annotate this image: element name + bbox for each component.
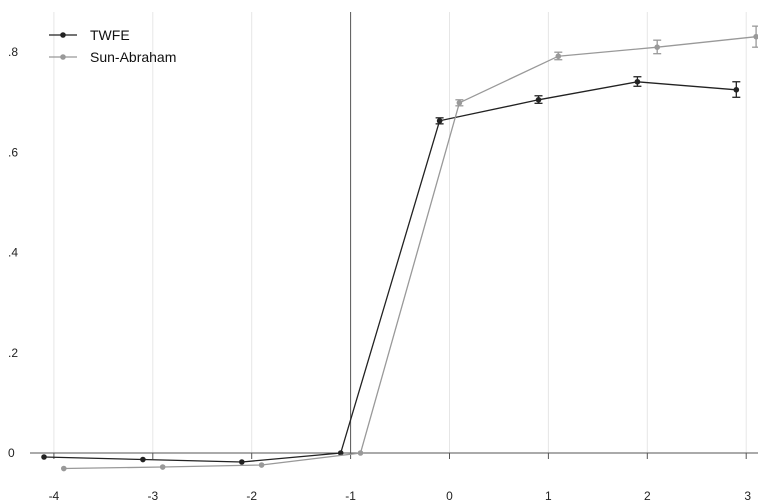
x-tick-label: 1 xyxy=(545,489,552,503)
series-line xyxy=(63,36,757,470)
series-line xyxy=(43,81,737,463)
data-point xyxy=(753,33,758,40)
data-point xyxy=(239,459,245,465)
x-tick-label: 3 xyxy=(744,489,751,503)
data-point xyxy=(456,100,463,106)
legend-label: Sun-Abraham xyxy=(90,49,176,65)
data-point xyxy=(357,450,364,456)
data-point xyxy=(159,464,166,470)
legend-label: TWFE xyxy=(90,27,130,43)
data-point xyxy=(337,450,344,456)
legend-entry-sun-abraham: Sun-Abraham xyxy=(49,49,176,65)
data-point xyxy=(654,44,660,50)
data-point xyxy=(733,86,740,93)
y-tick-label: .8 xyxy=(8,45,18,59)
data-point xyxy=(258,462,265,468)
series-sun-abraham xyxy=(60,25,758,472)
y-tick-label: 0 xyxy=(8,446,15,460)
y-tick-label: .6 xyxy=(8,145,18,159)
data-point xyxy=(140,456,146,463)
x-tick-label: -2 xyxy=(246,489,257,503)
data-point xyxy=(60,465,67,472)
x-tick-label: 2 xyxy=(644,489,651,503)
legend: TWFE Sun-Abraham xyxy=(49,27,176,65)
data-point xyxy=(436,118,443,124)
series xyxy=(41,25,758,472)
legend-swatch-marker xyxy=(60,54,66,60)
x-tick-label: -4 xyxy=(49,489,60,503)
grid-lines xyxy=(53,12,747,453)
series-twfe xyxy=(41,76,741,465)
data-point xyxy=(41,454,47,460)
x-tick-label: -1 xyxy=(345,489,356,503)
x-tick-label: 0 xyxy=(446,489,453,503)
data-point xyxy=(535,96,542,103)
data-point xyxy=(555,53,562,60)
data-point xyxy=(634,78,641,85)
axes: -4 -3 -2 -1 0 1 2 3 0 .2 .4 .6 .8 xyxy=(8,12,758,503)
y-tick-label: .2 xyxy=(8,346,18,360)
legend-entry-twfe: TWFE xyxy=(49,27,130,43)
x-tick-label: -3 xyxy=(147,489,158,503)
y-tick-label: .4 xyxy=(8,246,18,260)
legend-swatch-marker xyxy=(60,32,66,38)
